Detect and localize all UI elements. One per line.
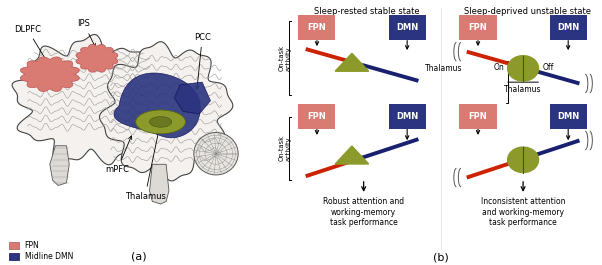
Text: FPN: FPN — [308, 112, 326, 121]
Ellipse shape — [135, 110, 185, 134]
Text: On-task
activity: On-task activity — [278, 135, 291, 161]
Text: DLPFC: DLPFC — [14, 25, 48, 63]
Text: (a): (a) — [131, 252, 146, 262]
FancyBboxPatch shape — [389, 104, 426, 129]
Circle shape — [507, 56, 539, 81]
Polygon shape — [12, 34, 167, 165]
Legend: FPN, Midline DMN: FPN, Midline DMN — [10, 241, 73, 261]
Text: Sleep-deprived unstable state: Sleep-deprived unstable state — [464, 7, 591, 16]
Text: Thalamus: Thalamus — [504, 85, 542, 94]
Polygon shape — [99, 42, 233, 181]
Text: mPFC: mPFC — [105, 136, 132, 174]
Ellipse shape — [194, 132, 238, 175]
FancyBboxPatch shape — [550, 15, 587, 40]
Polygon shape — [149, 164, 169, 204]
Text: IPS: IPS — [78, 20, 95, 47]
FancyBboxPatch shape — [299, 15, 335, 40]
Text: Off: Off — [542, 63, 554, 72]
FancyBboxPatch shape — [550, 104, 587, 129]
Text: FPN: FPN — [308, 23, 326, 32]
FancyBboxPatch shape — [459, 15, 497, 40]
Polygon shape — [335, 53, 368, 71]
Text: (b): (b) — [433, 252, 449, 262]
Text: On-task
activity: On-task activity — [278, 45, 291, 71]
Text: DMN: DMN — [557, 23, 579, 32]
Text: DMN: DMN — [396, 23, 418, 32]
Text: Robust attention and
working-memory
task performance: Robust attention and working-memory task… — [323, 197, 404, 227]
Text: PCC: PCC — [194, 33, 211, 89]
Text: DMN: DMN — [557, 112, 579, 121]
Polygon shape — [114, 73, 200, 138]
Text: FPN: FPN — [468, 23, 488, 32]
Text: DMN: DMN — [396, 112, 418, 121]
FancyBboxPatch shape — [299, 104, 335, 129]
Polygon shape — [335, 146, 368, 164]
Polygon shape — [76, 45, 118, 72]
Text: Thalamus: Thalamus — [425, 64, 462, 73]
Ellipse shape — [149, 117, 172, 127]
Text: FPN: FPN — [468, 112, 488, 121]
Circle shape — [507, 147, 539, 173]
Text: On: On — [494, 63, 504, 72]
FancyBboxPatch shape — [389, 15, 426, 40]
FancyBboxPatch shape — [459, 104, 497, 129]
Polygon shape — [20, 57, 79, 91]
Text: Inconsistent attention
and working-memory
task performance: Inconsistent attention and working-memor… — [481, 197, 565, 227]
Text: Sleep-rested stable state: Sleep-rested stable state — [314, 7, 420, 16]
Polygon shape — [50, 146, 69, 185]
Polygon shape — [175, 82, 211, 114]
Text: Thalamus: Thalamus — [125, 126, 166, 201]
